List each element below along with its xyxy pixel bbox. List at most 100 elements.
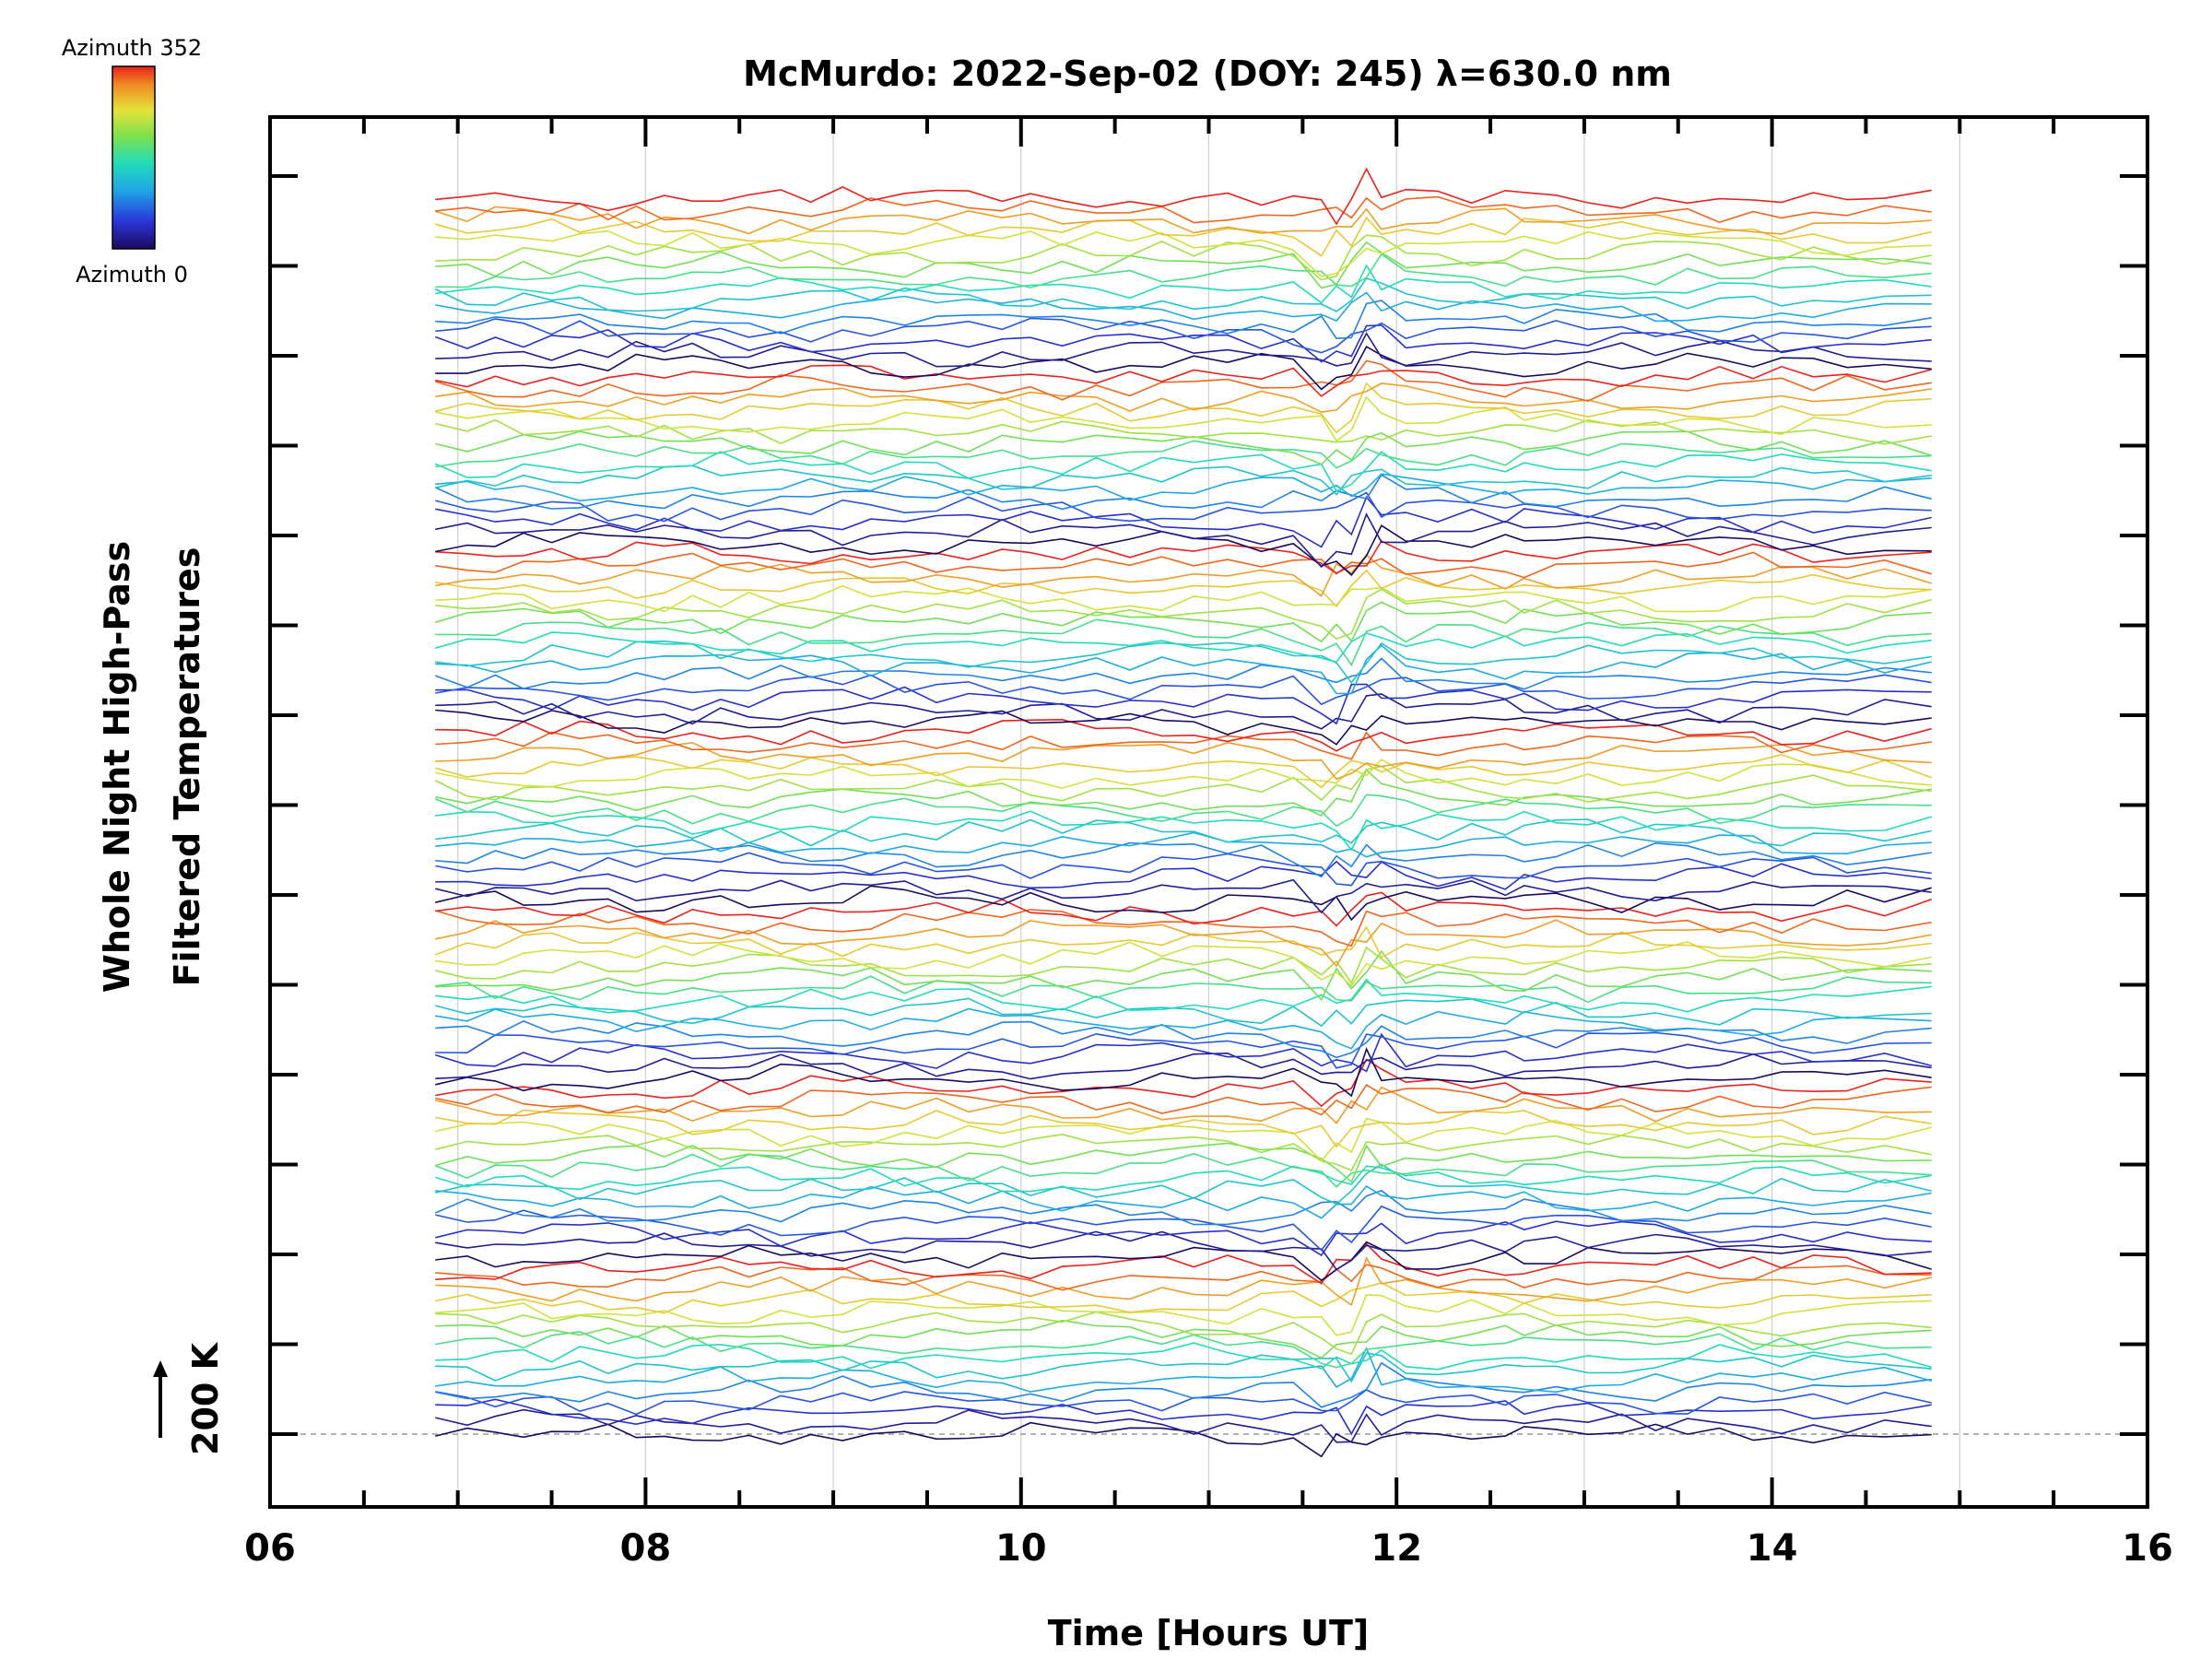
series-line	[435, 1241, 1932, 1282]
x-tick-labels: 06 08 10 12 14 16	[244, 1527, 2173, 1570]
series-line	[435, 949, 1932, 1001]
series-group	[434, 167, 1932, 1458]
x-tick-label: 06	[244, 1527, 296, 1570]
colorbar-bottom-label: Azimuth 0	[76, 262, 188, 288]
series-line	[435, 941, 1932, 987]
colorbar	[112, 65, 156, 250]
series-line	[434, 765, 1932, 803]
series-line	[435, 216, 1932, 257]
series-line	[435, 1032, 1932, 1073]
series-line	[435, 1398, 1932, 1436]
series-line	[435, 1086, 1932, 1124]
chart-title: McMurdo: 2022-Sep-02 (DOY: 245) λ=630.0 …	[743, 53, 1672, 94]
series-line	[435, 852, 1932, 887]
series-line	[435, 1230, 1932, 1271]
series-line	[435, 644, 1932, 695]
series-line	[435, 860, 1932, 890]
x-tick-label: 12	[1371, 1527, 1422, 1570]
series-line	[435, 300, 1932, 340]
series-line	[435, 741, 1932, 781]
series-line	[435, 640, 1932, 685]
series-line	[435, 1047, 1932, 1098]
series-line	[435, 264, 1932, 304]
series-line	[435, 657, 1932, 690]
series-line	[435, 1205, 1932, 1252]
series-line	[435, 395, 1932, 442]
series-line	[435, 1421, 1932, 1458]
series-line	[435, 569, 1932, 608]
series-line	[435, 1294, 1932, 1336]
series-line	[434, 794, 1932, 828]
series-line	[435, 465, 1932, 496]
series-line	[435, 551, 1932, 579]
series-line	[435, 818, 1932, 847]
y-axis-label-line1: Whole Night High-Pass	[97, 541, 137, 993]
x-tick-label: 10	[995, 1527, 1047, 1570]
series-line	[435, 364, 1932, 397]
series-line	[435, 253, 1932, 288]
series-line	[435, 810, 1932, 852]
series-line	[435, 769, 1932, 817]
colorbar-top-label: Azimuth 352	[62, 35, 202, 61]
series-line	[435, 317, 1932, 354]
series-line	[435, 495, 1932, 548]
series-line	[435, 978, 1932, 1014]
series-line	[435, 1352, 1932, 1383]
series-line	[435, 512, 1932, 569]
series-line	[435, 1408, 1932, 1443]
series-line	[435, 1152, 1932, 1188]
series-line	[435, 753, 1932, 789]
series-line	[435, 1020, 1932, 1059]
series-line	[435, 631, 1932, 664]
series-line	[435, 674, 1932, 706]
series-line	[435, 909, 1932, 947]
series-line	[435, 359, 1932, 402]
series-line	[435, 1165, 1932, 1193]
series-line	[435, 1342, 1932, 1371]
series-line	[435, 229, 1932, 277]
scale-arrow-head	[153, 1360, 168, 1377]
series-line	[435, 1346, 1932, 1394]
series-line	[435, 1256, 1932, 1307]
series-line	[435, 588, 1932, 641]
series-line	[435, 553, 1932, 597]
series-line	[435, 382, 1932, 413]
series-line	[435, 1242, 1932, 1285]
series-line	[435, 382, 1932, 434]
scale-label: 200 K	[185, 1341, 226, 1455]
series-line	[435, 345, 1932, 391]
series-line	[435, 618, 1932, 667]
x-tick-label: 16	[2122, 1527, 2173, 1570]
series-line	[435, 1311, 1932, 1356]
series-line	[435, 430, 1932, 465]
series-line	[434, 1189, 1932, 1226]
series-line	[435, 759, 1932, 789]
series-line	[435, 975, 1932, 1004]
series-line	[435, 234, 1932, 281]
series-line	[435, 925, 1932, 959]
x-tick-label: 14	[1747, 1527, 1798, 1570]
x-tick-label: 08	[620, 1527, 672, 1570]
series-line	[435, 718, 1932, 752]
series-line	[435, 1163, 1932, 1206]
series-line	[435, 1361, 1932, 1408]
series-line	[435, 584, 1932, 613]
series-line	[435, 1117, 1932, 1162]
series-line	[435, 418, 1932, 445]
series-line	[435, 1142, 1932, 1183]
series-line	[434, 451, 1932, 492]
series-line	[435, 1058, 1932, 1108]
series-line	[435, 997, 1932, 1028]
series-line	[435, 1084, 1932, 1116]
series-line	[435, 440, 1932, 469]
axis-ticks	[268, 117, 2149, 1507]
series-line	[435, 167, 1932, 226]
series-line	[435, 601, 1932, 643]
series-line	[435, 1281, 1932, 1314]
series-line	[435, 241, 1932, 289]
series-line	[435, 841, 1932, 878]
series-line	[435, 1264, 1932, 1291]
series-line	[435, 919, 1932, 968]
series-line	[435, 206, 1932, 235]
series-line	[435, 539, 1932, 574]
